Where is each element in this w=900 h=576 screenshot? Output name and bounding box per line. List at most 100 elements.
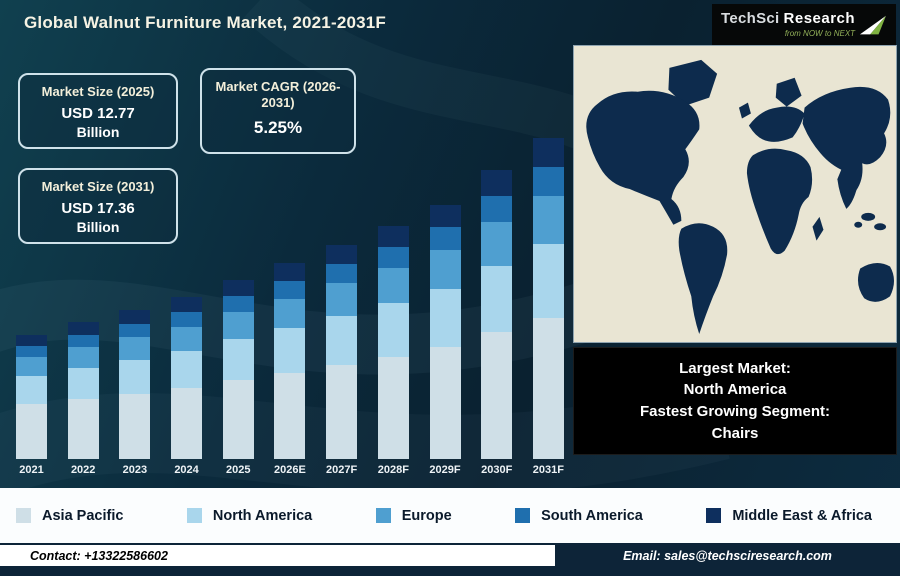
bar-segment-middle-east-africa xyxy=(67,322,99,335)
bar-stack-2022 xyxy=(67,131,99,459)
bar-segment-europe xyxy=(429,250,461,289)
market-size-2025-label: Market Size (2025) xyxy=(41,84,155,99)
bar-segment-europe xyxy=(67,347,99,368)
bar-segment-middle-east-africa xyxy=(171,297,203,313)
bar-stack-2031F xyxy=(532,131,564,459)
bar-chart: 2021 2022 2023 2024 2025 2026E 2027F 2028F 2029F… xyxy=(16,130,564,477)
bar-segment-europe xyxy=(532,195,564,244)
legend-item-south-america: South America xyxy=(515,508,643,524)
legend-label: Middle East & Africa xyxy=(732,507,872,524)
bar-segment-middle-east-africa xyxy=(532,138,564,168)
bar-segment-europe xyxy=(481,222,513,266)
bar-segment-asia-pacific xyxy=(67,398,99,459)
legend-label: South America xyxy=(541,507,643,524)
bar-segment-europe xyxy=(222,312,254,340)
bar-segment-asia-pacific xyxy=(171,388,203,459)
callout-line-largest-market-value: North America xyxy=(683,381,787,399)
bar-segment-middle-east-africa xyxy=(377,226,409,248)
logo-brand2: Research xyxy=(783,10,856,28)
bar-segment-north-america xyxy=(222,339,254,381)
bar-segment-europe xyxy=(16,357,47,376)
legend-item-europe: Europe xyxy=(375,507,452,524)
bar-column-2030F: 2030F xyxy=(481,131,512,477)
bar-segment-south-america xyxy=(377,247,409,269)
bar-segment-asia-pacific xyxy=(222,380,254,459)
legend-swatch-south-america xyxy=(515,508,531,523)
market-size-2031-box: Market Size (2031) USD 17.36 Billion xyxy=(18,168,178,244)
bar-segment-north-america xyxy=(119,359,151,394)
bar-segment-middle-east-africa xyxy=(16,334,47,347)
bar-stack-2027F xyxy=(326,131,358,459)
market-size-2025-value: USD 12.77 xyxy=(61,104,135,122)
bar-column-2029F: 2029F xyxy=(429,131,461,477)
bar-segment-north-america xyxy=(429,288,461,348)
bar-segment-south-america xyxy=(16,346,47,358)
category-label: 2027F xyxy=(326,464,358,476)
footer-bottom-bar xyxy=(0,566,900,576)
bar-stack-2023 xyxy=(119,131,151,459)
bar-column-2027F: 2027F xyxy=(326,131,357,477)
bar-segment-south-america xyxy=(429,227,461,251)
bar-segment-asia-pacific xyxy=(16,404,47,459)
bar-segment-south-america xyxy=(532,167,564,196)
bar-segment-north-america xyxy=(326,315,358,365)
logo-arrow-icon xyxy=(859,15,887,35)
bar-segment-south-america xyxy=(171,312,203,327)
market-cagr-value: 5.25% xyxy=(253,118,303,138)
bar-segment-south-america xyxy=(274,281,306,299)
logo-tagline: from NOW to NEXT xyxy=(784,28,856,38)
category-label: 2024 xyxy=(174,464,199,476)
bar-segment-middle-east-africa xyxy=(326,244,358,265)
category-label: 2031F xyxy=(532,464,564,476)
legend-label: Asia Pacific xyxy=(42,507,124,524)
bar-column-2021: 2021 xyxy=(16,131,47,477)
category-label: 2030F xyxy=(481,464,513,476)
market-size-2025-box: Market Size (2025) USD 12.77 Billion xyxy=(18,73,178,149)
legend: Asia Pacific North America Europe South Ame… xyxy=(0,488,900,543)
bar-segment-north-america xyxy=(481,265,513,333)
bar-stack-2026E xyxy=(274,131,306,459)
category-label: 2026E xyxy=(274,464,306,476)
bar-stack-2029F xyxy=(429,131,461,459)
category-label: 2028F xyxy=(377,464,409,476)
legend-swatch-middle-east-africa xyxy=(706,508,722,523)
category-label: 2021 xyxy=(19,464,44,476)
legend-item-asia-pacific: Asia Pacific xyxy=(16,508,123,524)
bar-segment-south-america xyxy=(222,296,254,313)
footer: Contact: +13322586602 Email: sales@techs… xyxy=(0,543,900,576)
legend-swatch-north-america xyxy=(186,508,202,523)
category-label: 2029F xyxy=(429,464,461,476)
market-size-2025-unit: Billion xyxy=(76,123,120,140)
bar-segment-europe xyxy=(377,268,409,304)
bar-segment-south-america xyxy=(119,323,151,338)
bar-segment-middle-east-africa xyxy=(429,204,461,228)
market-cagr-label: Market CAGR (2026-2031) xyxy=(215,79,341,110)
footer-email: Email: sales@techsciresearch.com xyxy=(623,549,832,563)
bar-segment-north-america xyxy=(16,375,47,405)
bar-segment-south-america xyxy=(326,264,358,284)
callout-line-largest-market-label: Largest Market: xyxy=(679,359,791,377)
bar-stack-2025 xyxy=(222,131,254,459)
callout-line-fastest-segment-value: Chairs xyxy=(711,424,759,442)
bar-column-2024: 2024 xyxy=(171,131,203,477)
bar-segment-north-america xyxy=(532,243,564,318)
legend-label: Europe xyxy=(401,507,452,524)
bar-segment-asia-pacific xyxy=(532,317,564,459)
bar-segment-north-america xyxy=(274,328,306,373)
bar-segment-middle-east-africa xyxy=(222,279,254,297)
bar-column-2022: 2022 xyxy=(67,131,99,477)
bar-stack-2030F xyxy=(481,131,513,459)
bar-segment-asia-pacific xyxy=(119,393,151,459)
page-title: Global Walnut Furniture Market, 2021-203… xyxy=(24,13,387,32)
world-map-panel xyxy=(573,45,897,343)
legend-label: North America xyxy=(212,507,313,524)
bar-segment-europe xyxy=(274,298,306,328)
bar-stack-2021 xyxy=(16,131,47,459)
legend-swatch-europe xyxy=(375,508,391,523)
bar-segment-middle-east-africa xyxy=(119,310,151,324)
legend-item-middle-east-africa: Middle East & Africa xyxy=(706,508,872,524)
bar-segment-europe xyxy=(326,283,358,316)
market-highlights-callout: Largest Market: North America Fastest Gr… xyxy=(573,347,897,455)
bar-column-2023: 2023 xyxy=(119,131,151,477)
